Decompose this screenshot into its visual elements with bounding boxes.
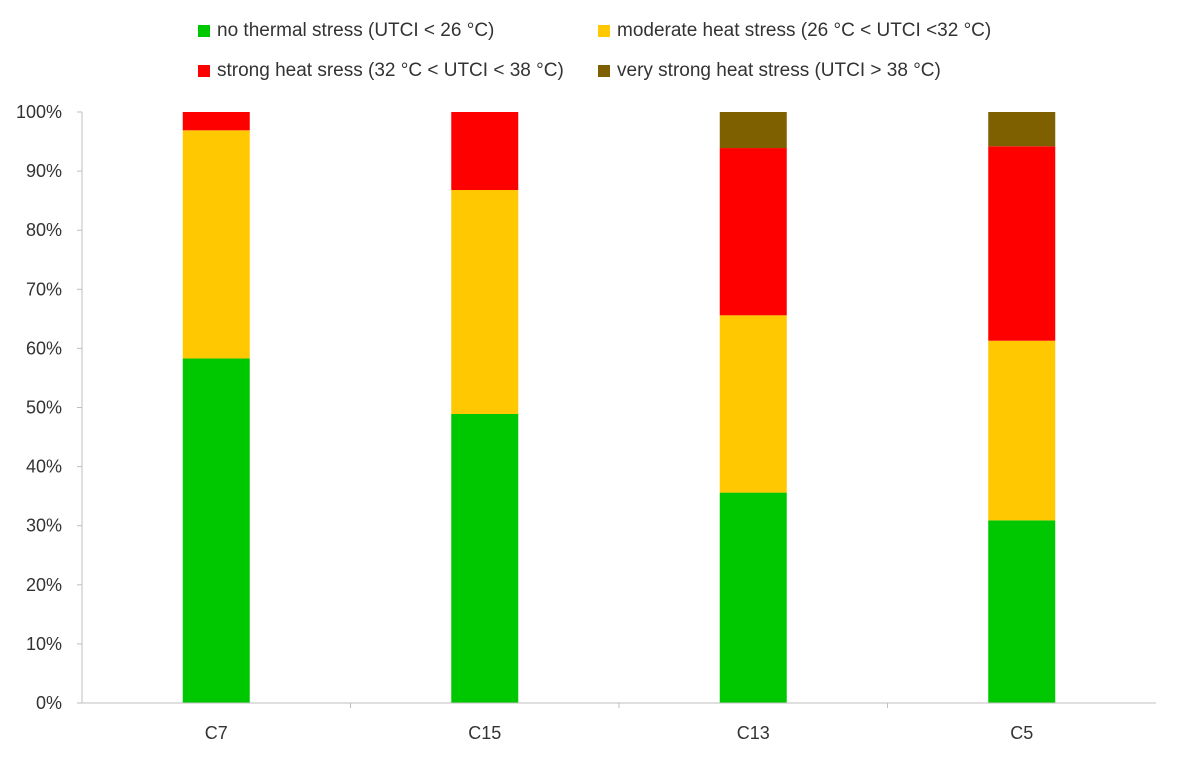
legend-swatch-red	[198, 65, 210, 77]
y-tick-label: 90%	[26, 161, 62, 181]
bar-segment-c13-s1	[719, 315, 787, 493]
legend-item-strong-heat-stress: strong heat sress (32 °C < UTCI < 38 °C)	[198, 60, 564, 82]
bar-segment-c15-s1	[451, 190, 519, 415]
bar-segment-c13-s2	[719, 148, 787, 316]
bar-segment-c13-s0	[719, 492, 787, 703]
x-axis: C7 C15 C13 C5	[82, 702, 1156, 743]
legend-item-very-strong-heat-stress: very strong heat stress (UTCI > 38 °C)	[598, 60, 941, 82]
legend-label: strong heat sress (32 °C < UTCI < 38 °C)	[217, 60, 564, 81]
bar-segment-c5-s2	[988, 146, 1056, 341]
y-tick-label: 30%	[26, 516, 62, 536]
y-tick-label: 80%	[26, 220, 62, 240]
bars	[182, 112, 1056, 703]
legend-swatch-brown	[598, 65, 610, 77]
bar-segment-c5-s1	[988, 340, 1056, 521]
legend-swatch-green	[198, 25, 210, 37]
y-tick-label: 10%	[26, 634, 62, 654]
legend-label: moderate heat stress (26 °C < UTCI <32 °…	[617, 20, 992, 41]
y-tick-label: 40%	[26, 457, 62, 477]
legend-label: no thermal stress (UTCI < 26 °C)	[217, 20, 495, 41]
bar-segment-c7-s0	[182, 358, 250, 703]
bar-segment-c7-s1	[182, 130, 250, 359]
x-tick-label: C7	[205, 723, 228, 743]
y-tick-label: 60%	[26, 338, 62, 358]
bar-segment-c15-s0	[451, 414, 519, 703]
bar-segment-c5-s0	[988, 520, 1056, 703]
y-tick-label: 100%	[16, 102, 62, 122]
legend-item-no-thermal-stress: no thermal stress (UTCI < 26 °C)	[198, 20, 494, 42]
y-tick-label: 70%	[26, 279, 62, 299]
y-tick-label: 50%	[26, 398, 62, 418]
bar-segment-c7-s2	[182, 112, 250, 131]
legend-item-moderate-heat-stress: moderate heat stress (26 °C < UTCI <32 °…	[598, 20, 991, 42]
y-axis: 0% 10% 20% 30% 40% 50% 60% 70% 80% 90% 100%	[16, 102, 83, 713]
y-tick-label: 0%	[36, 693, 62, 713]
legend-label: very strong heat stress (UTCI > 38 °C)	[617, 60, 941, 81]
bar-segment-c15-s2	[451, 112, 519, 191]
x-tick-label: C5	[1010, 723, 1033, 743]
legend: no thermal stress (UTCI < 26 °C) moderat…	[0, 0, 1180, 100]
x-tick-label: C13	[737, 723, 770, 743]
x-tick-label: C15	[468, 723, 501, 743]
legend-swatch-yellow	[598, 25, 610, 37]
y-tick-label: 20%	[26, 575, 62, 595]
bar-segment-c13-s3	[719, 112, 787, 149]
bar-segment-c5-s3	[988, 112, 1056, 147]
